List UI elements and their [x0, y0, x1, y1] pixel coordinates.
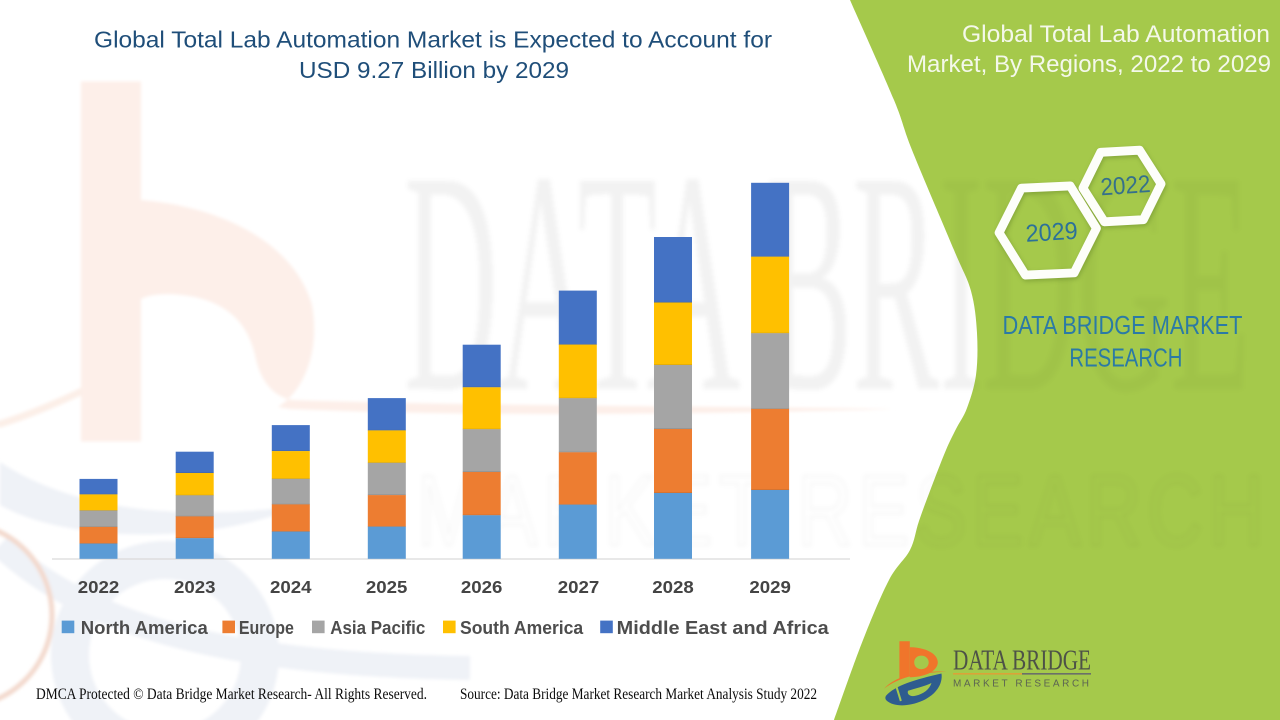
svg-text:2028: 2028 [652, 577, 694, 597]
svg-text:2022: 2022 [1100, 171, 1152, 201]
svg-text:2025: 2025 [366, 577, 408, 597]
svg-text:Global Total Lab Automation Ma: Global Total Lab Automation Market is Ex… [94, 27, 772, 53]
svg-text:DMCA Protected © Data Bridge M: DMCA Protected © Data Bridge Market Rese… [36, 686, 427, 703]
svg-text:South America: South America [460, 618, 584, 638]
svg-text:Middle East and Africa: Middle East and Africa [617, 618, 830, 638]
svg-text:2024: 2024 [270, 577, 312, 597]
svg-text:USD 9.27 Billion by 2029: USD 9.27 Billion by 2029 [299, 57, 569, 83]
svg-text:2023: 2023 [174, 577, 216, 597]
svg-text:2022: 2022 [78, 577, 120, 597]
svg-text:Source: Data Bridge Market Res: Source: Data Bridge Market Research Mark… [460, 686, 817, 703]
svg-text:RESEARCH: RESEARCH [1069, 344, 1182, 372]
svg-text:Asia Pacific: Asia Pacific [330, 618, 425, 638]
svg-text:North America: North America [81, 618, 209, 638]
svg-text:2029: 2029 [749, 577, 791, 597]
svg-text:DATA BRIDGE: DATA BRIDGE [953, 646, 1091, 677]
svg-text:2029: 2029 [1025, 218, 1079, 248]
svg-text:Market, By Regions, 2022 to 20: Market, By Regions, 2022 to 2029 [907, 51, 1271, 78]
svg-text:Europe: Europe [239, 618, 294, 638]
svg-text:MARKET RESEARCH: MARKET RESEARCH [953, 679, 1092, 690]
svg-text:Global Total Lab Automation: Global Total Lab Automation [962, 21, 1270, 48]
svg-text:2026: 2026 [461, 577, 503, 597]
svg-text:2027: 2027 [558, 577, 600, 597]
svg-text:DATA BRIDGE MARKET: DATA BRIDGE MARKET [1003, 312, 1243, 340]
